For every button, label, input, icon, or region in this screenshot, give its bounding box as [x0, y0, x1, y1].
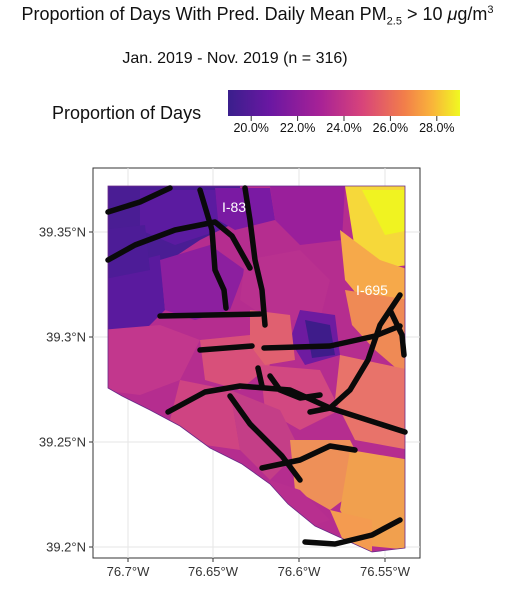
- legend-tick-label: 28.0%: [419, 121, 455, 135]
- map-axes: 76.7°W 76.65°W 76.6°W 76.55°W 39.35°N 39.3°N 3…: [39, 225, 411, 580]
- legend-ticks: [250, 116, 438, 121]
- map-title: Proportion of Days With Pred. Daily Mean…: [21, 4, 494, 28]
- y-axis-tick-label: 39.2°N: [46, 540, 86, 555]
- highway-lines: [105, 185, 408, 547]
- x-axis-tick-label: 76.6°W: [278, 564, 322, 579]
- annotation-i83: I-83: [222, 199, 246, 215]
- legend-label: Proportion of Days: [52, 103, 202, 123]
- legend-tick-label: 22.0%: [279, 121, 316, 135]
- map-subtitle: Jan. 2019 - Nov. 2019 (n = 316): [122, 50, 348, 67]
- y-axis-tick-label: 39.25°N: [39, 435, 86, 450]
- legend-tick-label: 20.0%: [233, 121, 269, 135]
- annotation-i695: I-695: [356, 282, 388, 298]
- legend-tick-label: 24.0%: [326, 121, 362, 135]
- y-axis-tick-label: 39.35°N: [39, 225, 86, 240]
- x-axis-tick-label: 76.55°W: [360, 564, 411, 579]
- legend-tick-label: 26.0%: [372, 121, 409, 135]
- x-axis-tick-label: 76.7°W: [107, 564, 151, 579]
- x-axis-tick-label: 76.65°W: [188, 564, 239, 579]
- choropleth-map: I-83 I-695 76.7°W 76.65°W 76.6°W 76.55°W 39.…: [39, 167, 421, 580]
- legend-colorbar: [228, 90, 460, 116]
- y-axis-tick-label: 39.3°N: [46, 330, 86, 345]
